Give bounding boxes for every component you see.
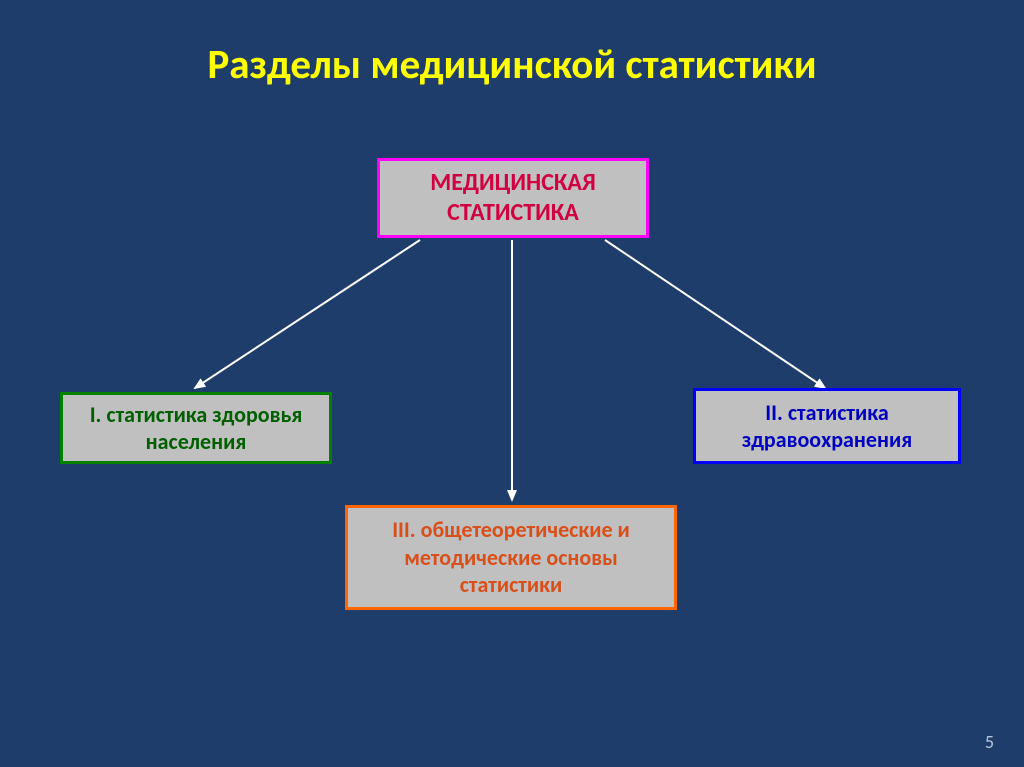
arrow-left (195, 240, 420, 388)
node-root: МЕДИЦИНСКАЯ СТАТИСТИКА (377, 158, 649, 238)
arrow-right (605, 240, 825, 388)
node-child1: I. статистика здоровья населения (60, 392, 332, 464)
page-number: 5 (985, 731, 994, 753)
slide: Разделы медицинской статистики МЕДИЦИНСК… (0, 0, 1024, 767)
node-child2: II. статистика здравоохранения (693, 388, 961, 464)
slide-title: Разделы медицинской статистики (0, 40, 1024, 90)
node-child3: III. общетеоретические и методические ос… (345, 505, 677, 610)
arrows-layer (0, 0, 1024, 767)
